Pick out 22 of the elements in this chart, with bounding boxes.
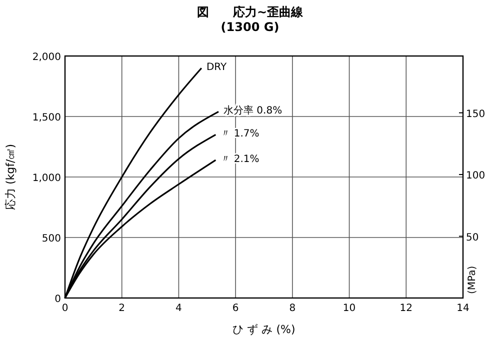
x-tick-label: 4 bbox=[176, 303, 182, 314]
series-label: DRY bbox=[206, 62, 228, 74]
chart-subtitle: (1300 G) bbox=[220, 20, 280, 34]
chart-title: 図 応力~歪曲線 bbox=[196, 5, 304, 19]
x-tick-label: 14 bbox=[456, 303, 470, 314]
y-tick-label: 500 bbox=[42, 234, 61, 244]
y2-tick-label: 50 bbox=[466, 232, 479, 244]
x-tick-label: 6 bbox=[232, 303, 239, 314]
y2-tick-label: 150 bbox=[466, 108, 486, 120]
y-axis-title: 応力 (kgf/㎠) bbox=[4, 144, 17, 210]
y-tick-label: 1,000 bbox=[32, 173, 61, 184]
y-tick-label: 0 bbox=[54, 294, 61, 305]
x-tick-label: 12 bbox=[400, 303, 413, 314]
x-tick-label: 8 bbox=[289, 303, 296, 314]
x-tick-label: 2 bbox=[118, 303, 126, 314]
x-axis-title: ひ ず み (%) bbox=[232, 323, 296, 336]
y2-axis-title: (MPa) bbox=[467, 266, 478, 294]
y2-tick-label: 100 bbox=[466, 170, 486, 182]
y-tick-label: 2,000 bbox=[32, 52, 61, 63]
x-tick-label: 0 bbox=[62, 303, 68, 314]
x-tick-label: 10 bbox=[342, 303, 356, 314]
y-tick-label: 1,500 bbox=[32, 112, 61, 124]
